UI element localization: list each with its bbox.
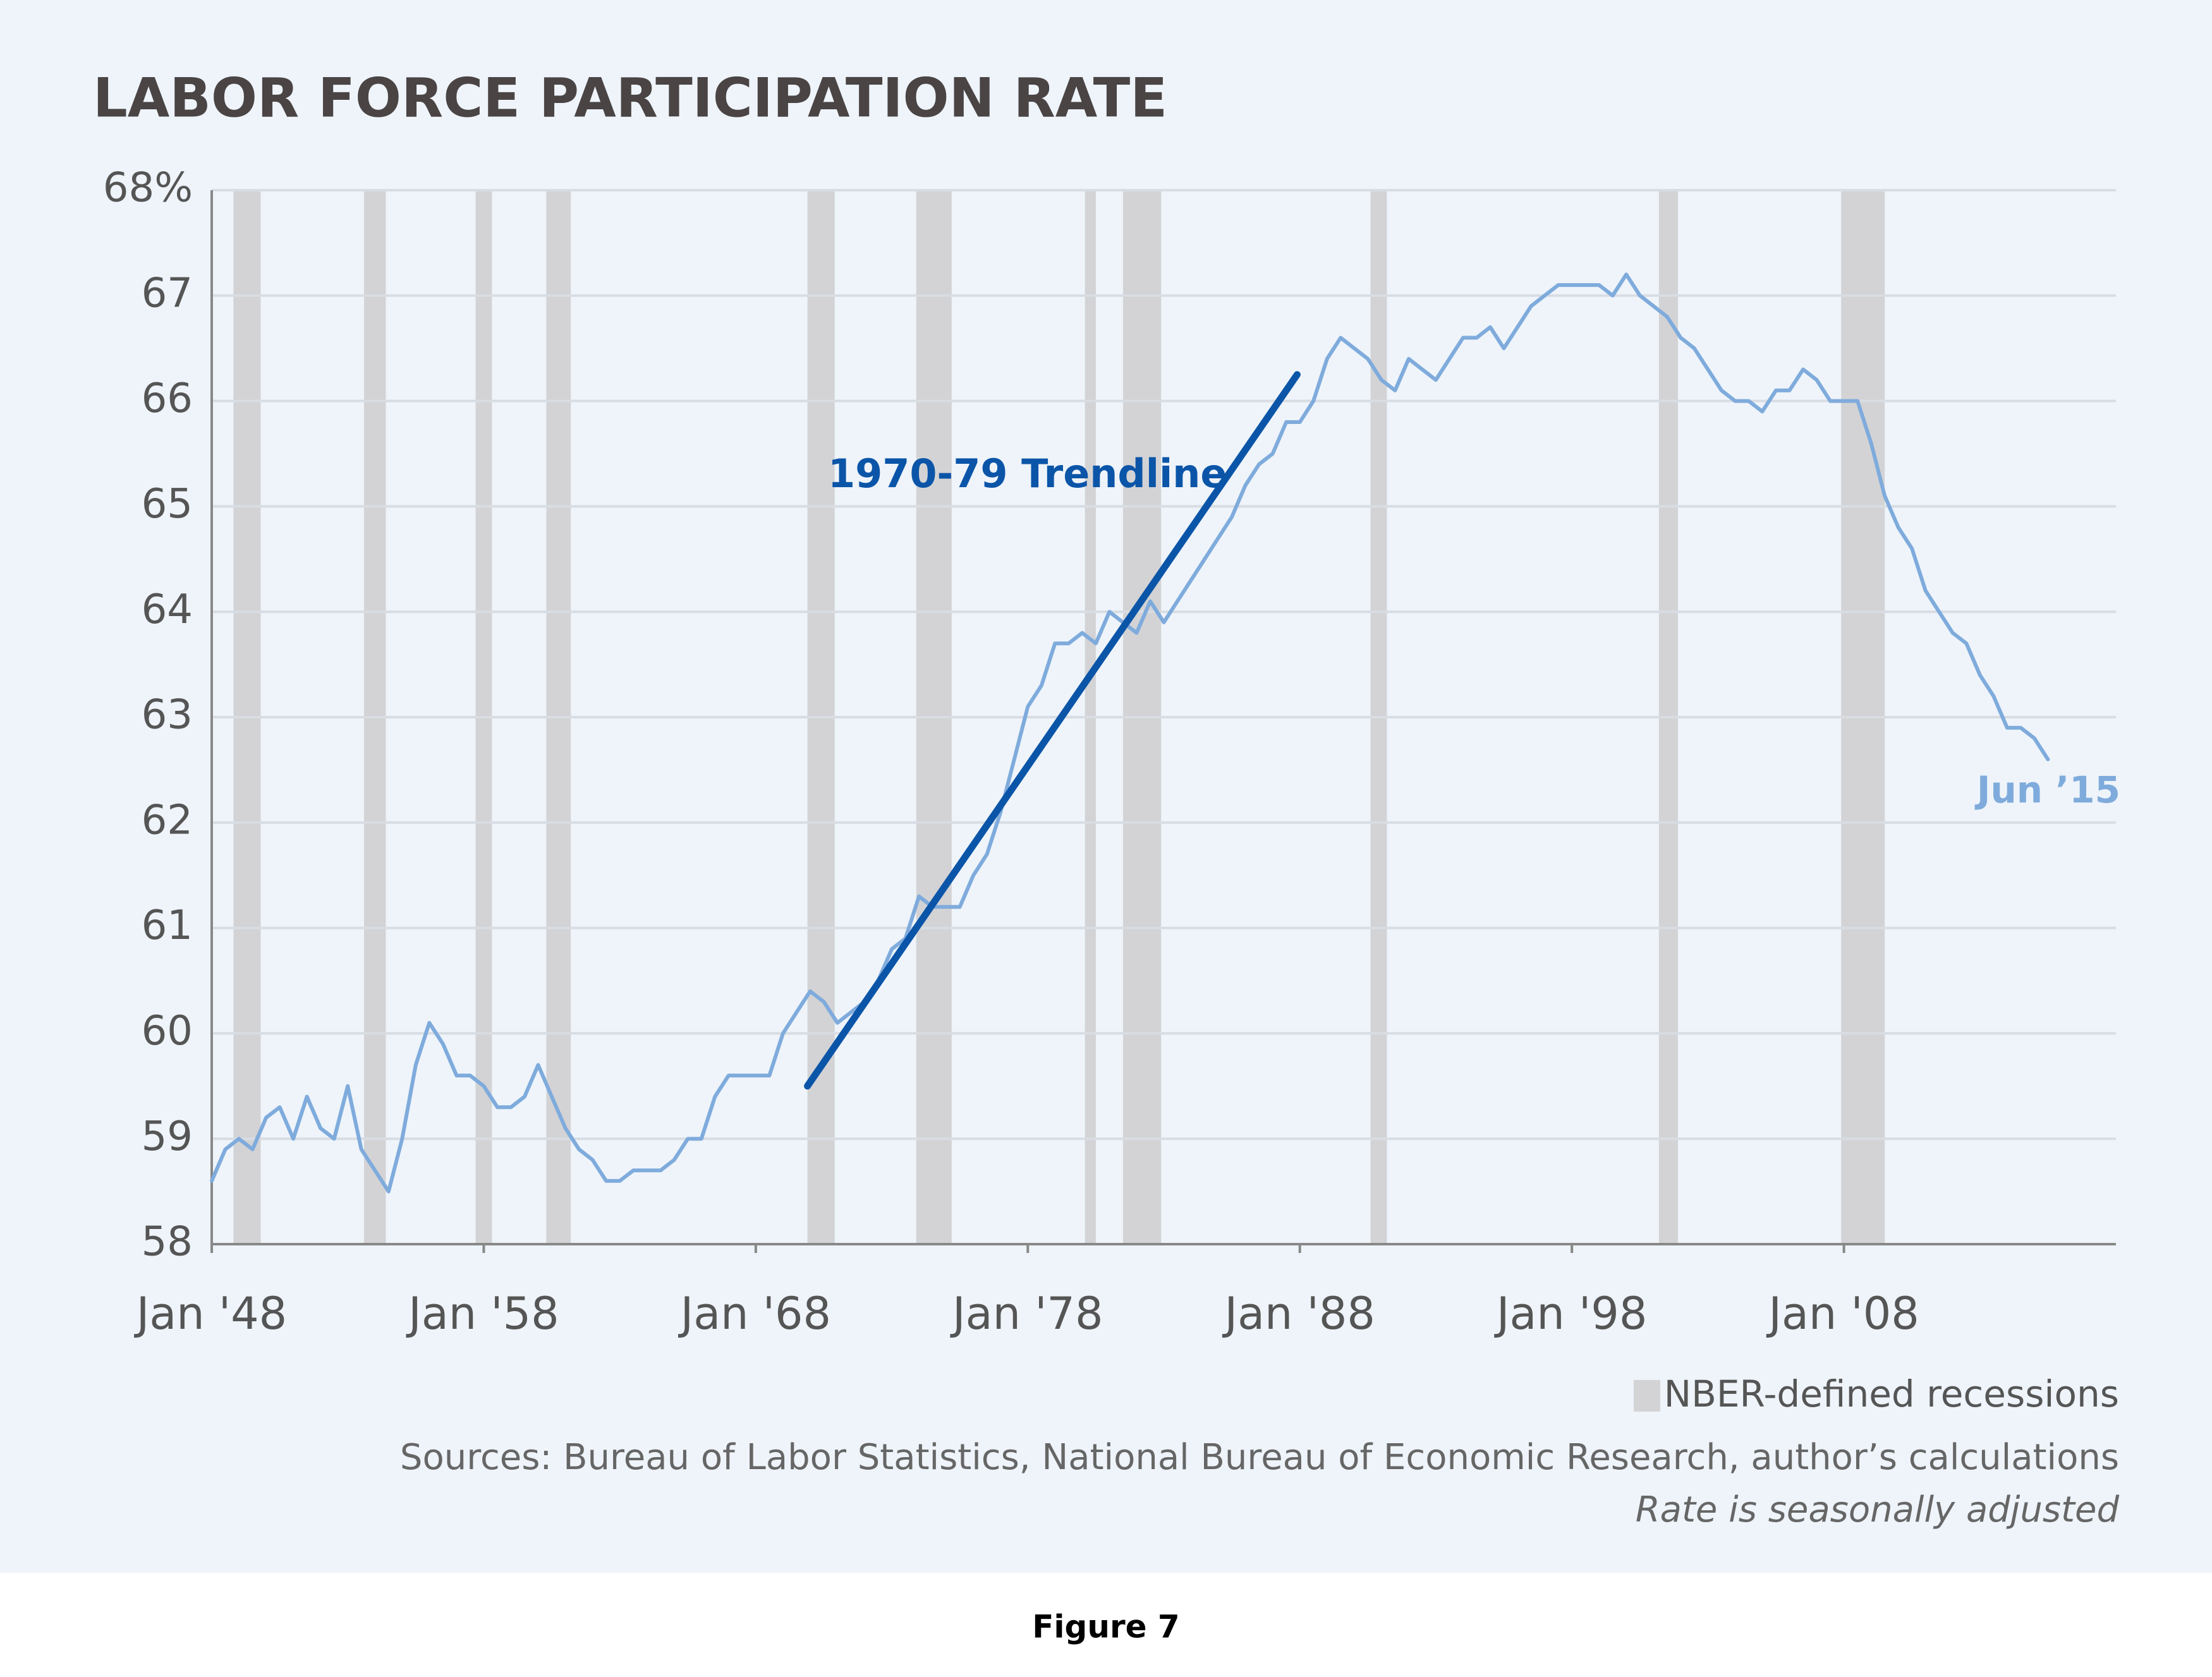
- y-tick-label: 64: [142, 586, 193, 633]
- legend-label: NBER-defined recessions: [1664, 1372, 2119, 1415]
- end-label: Jun ’15: [1974, 768, 2120, 811]
- y-tick-label: 58: [142, 1219, 193, 1266]
- data-line: [210, 272, 2050, 1194]
- y-tick-label: 59: [142, 1113, 193, 1160]
- chart-title: LABOR FORCE PARTICIPATION RATE: [93, 66, 1167, 130]
- x-tick-label: Jan '78: [950, 1288, 1103, 1340]
- y-tick-label: 67: [142, 270, 193, 317]
- note: Rate is seasonally adjusted: [1636, 1489, 2120, 1530]
- y-tick-label: 68%: [103, 165, 193, 212]
- x-tick-label: Jan '58: [406, 1288, 559, 1340]
- x-tick-label: Jan '88: [1222, 1288, 1375, 1340]
- y-tick-label: 66: [142, 375, 193, 422]
- x-tick-label: Jan '68: [678, 1288, 831, 1340]
- x-tick-label: Jan '08: [1766, 1288, 1919, 1340]
- x-tick-label: Jan '48: [134, 1288, 287, 1340]
- y-tick-label: 63: [142, 692, 193, 739]
- y-tick-label: 62: [142, 797, 193, 844]
- trend-line: [804, 371, 1301, 1090]
- y-tick-label: 65: [142, 481, 193, 528]
- trend-label: 1970-79 Trendline: [828, 451, 1227, 497]
- x-tick-label: Jan '98: [1494, 1288, 1647, 1340]
- sources: Sources: Bureau of Labor Statistics, Nat…: [400, 1437, 2119, 1478]
- caption: Figure 7: [1032, 1609, 1179, 1645]
- y-tick-label: 61: [142, 902, 193, 949]
- y-tick-label: 60: [142, 1008, 193, 1055]
- legend-swatch: [1634, 1380, 1660, 1412]
